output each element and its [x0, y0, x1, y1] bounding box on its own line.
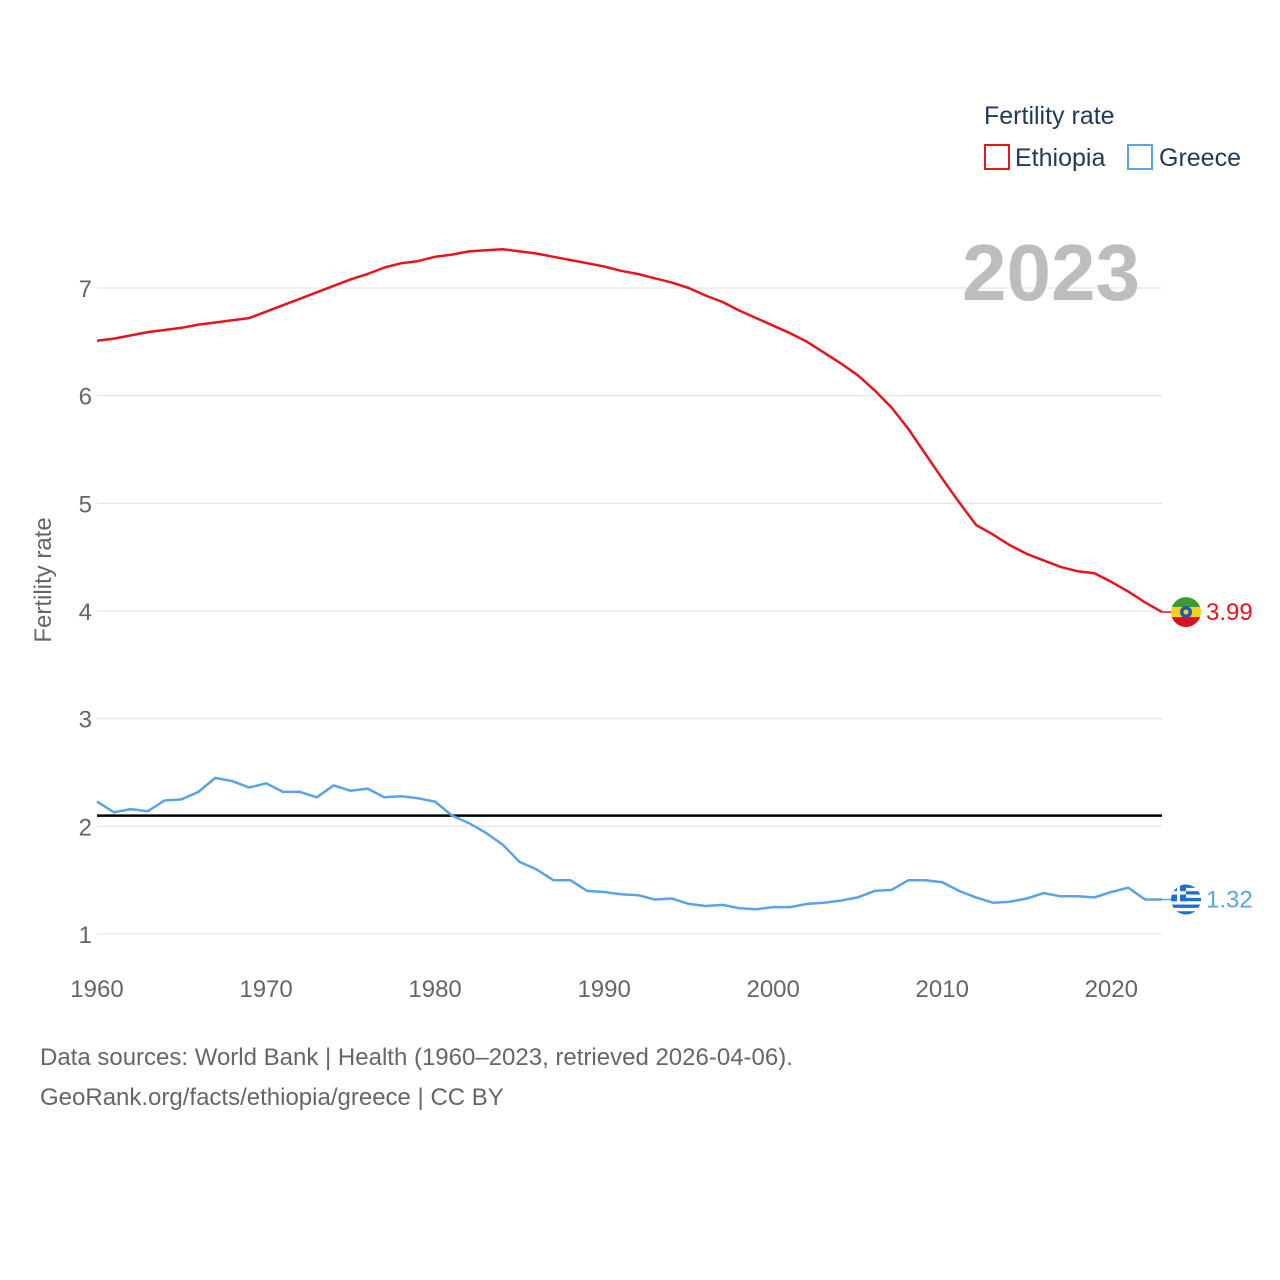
x-tick-label-2020: 2020	[1085, 976, 1138, 1003]
y-tick-label-2: 2	[79, 814, 92, 841]
legend-item-ethiopia[interactable]: Ethiopia	[984, 144, 1105, 172]
end-label-greece: 1.32	[1206, 887, 1253, 914]
data-source-note: Data sources: World Bank | Health (1960–…	[40, 1044, 793, 1071]
legend-label-ethiopia: Ethiopia	[1015, 144, 1105, 172]
x-tick-label-2010: 2010	[916, 976, 969, 1003]
series-line-ethiopia[interactable]	[96, 247, 1163, 614]
series-line-greece[interactable]	[96, 776, 1162, 911]
credit-link[interactable]: GeoRank.org/facts/ethiopia/greece | CC B…	[40, 1084, 504, 1111]
legend-swatch-ethiopia	[984, 144, 1010, 170]
flag-ethiopia-icon	[1171, 597, 1201, 628]
legend-title: Fertility rate	[984, 102, 1115, 130]
legend-label-greece: Greece	[1159, 144, 1241, 172]
legend-swatch-greece	[1127, 144, 1153, 170]
y-tick-label-6: 6	[79, 384, 92, 411]
end-markers: 3.99 1.32	[1162, 597, 1253, 915]
gridlines	[97, 287, 1162, 935]
x-tick-label-1970: 1970	[239, 976, 292, 1003]
legend-item-greece[interactable]: Greece	[1127, 144, 1241, 172]
year-label: 2023	[962, 228, 1140, 317]
end-label-ethiopia: 3.99	[1206, 599, 1253, 626]
legend: Fertility rate Ethiopia Greece	[984, 102, 1241, 172]
y-tick-label-7: 7	[79, 276, 92, 303]
y-tick-label-1: 1	[79, 922, 92, 949]
x-axis-ticks: 1960 1970 1980 1990 2000 2010 2020	[70, 976, 1138, 1003]
y-tick-label-4: 4	[79, 599, 92, 626]
series-lines	[96, 247, 1163, 911]
y-axis-title: Fertility rate	[30, 517, 57, 642]
y-tick-label-5: 5	[79, 491, 92, 518]
x-tick-label-1980: 1980	[408, 976, 461, 1003]
x-tick-label-1990: 1990	[577, 976, 630, 1003]
x-tick-label-2000: 2000	[746, 976, 799, 1003]
y-tick-label-3: 3	[79, 707, 92, 734]
flag-greece-icon	[1171, 884, 1201, 915]
y-axis-ticks: 1 2 3 4 5 6 7	[79, 276, 92, 949]
x-tick-label-1960: 1960	[70, 976, 123, 1003]
